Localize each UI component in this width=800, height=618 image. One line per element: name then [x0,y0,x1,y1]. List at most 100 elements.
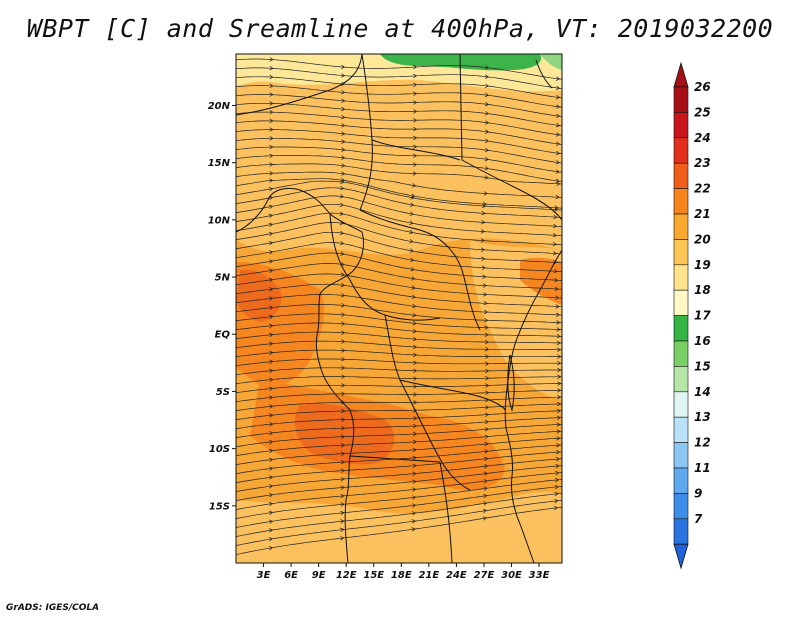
fill-west-23 [236,269,282,322]
streamline-arrow [413,423,418,429]
streamline-arrow [269,162,274,167]
streamline-arrow [554,277,559,283]
streamline-arrow [555,95,561,100]
lon-tick-label: 9E [312,570,326,581]
streamline-arrow [269,101,274,106]
streamline-arrow [484,419,489,425]
streamline-arrow [413,415,418,421]
streamline-arrow [413,144,418,150]
streamline-arrow [340,519,345,524]
streamline-arrow [341,425,346,431]
border-1 [236,54,363,116]
streamline-arrow [411,285,416,290]
streamline-arrow [268,484,274,489]
streamline-arrow [412,171,417,176]
streamline-arrow [485,354,490,359]
streamline-arrow [555,132,561,137]
streamline-arrow [269,92,274,97]
streamline-arrow [341,365,346,371]
border-4 [371,139,461,161]
streamline [236,111,562,136]
streamline-arrow [412,439,417,445]
streamline [236,499,562,546]
streamline-arrow [557,394,562,400]
streamline-arrow [485,375,490,381]
streamline-arrow [341,383,346,388]
streamline-arrow [412,455,417,461]
streamline-arrow [484,156,489,162]
streamline [236,472,562,510]
streamline-arrow [484,464,489,469]
streamline [236,120,562,145]
map-panel [236,54,562,563]
streamline-arrow [269,430,274,436]
streamline-arrow [482,283,487,288]
streamline-arrow [413,135,418,141]
streamline-arrow [554,498,559,504]
streamline-arrow [412,447,417,453]
streamline [236,178,562,209]
streamline-arrow [341,357,346,362]
streamline-arrow [411,511,417,516]
colorbar-swatch [673,213,689,240]
streamline-arrow [340,502,345,507]
fill-north-20 [236,54,562,255]
streamline-arrow [555,194,560,200]
streamline-arrow [482,516,487,521]
streamline [236,263,562,290]
streamline-arrow [553,505,559,511]
colorbar-label: 20 [694,232,711,246]
streamline-arrow [557,381,562,386]
lon-tick-label: 12E [336,570,357,581]
streamline [236,102,562,127]
streamline-arrow [341,303,346,308]
streamline-arrow [556,415,561,420]
lon-tick-label: 21E [418,570,439,581]
streamline-arrow [552,242,557,247]
streamline-arrow [482,203,487,209]
streamline-arrow [556,340,561,346]
streamline-arrow [340,536,345,541]
colorbar-label: 13 [694,410,711,424]
streamline-arrow [341,81,346,87]
streamline-arrow [341,348,346,353]
streamline-arrow [412,479,417,484]
streamline-arrow [412,303,417,309]
streamline [236,383,562,394]
streamline-arrow [269,359,274,365]
colorbar-label: 18 [694,283,711,297]
streamline-arrow [341,417,346,422]
colorbar-label: 23 [694,156,711,170]
streamline-arrow [269,171,274,176]
streamline [236,187,562,218]
coast-east-africa [504,249,562,563]
colorbar-swatch [673,518,689,545]
streamline-arrow [269,466,274,471]
streamline [236,417,562,439]
streamline-arrow [556,408,561,414]
streamline-arrow [555,456,560,462]
streamline-arrow [485,405,490,410]
colorbar-swatch [673,366,689,393]
streamline-arrow [413,73,418,79]
fill-north-16 [540,54,562,70]
streamline-arrow [483,309,489,315]
streamline-arrow [341,115,346,120]
streamline-arrow [483,471,489,476]
streamline [236,486,562,528]
streamline-arrow [268,259,274,264]
streamline-arrow [480,229,486,234]
streamline-arrow [339,211,344,216]
lat-tick-label: 15S [209,501,230,512]
streamline-arrow [557,354,562,359]
streamline-arrow [341,139,346,144]
streamline-arrow [269,386,274,391]
streamline-arrow [341,106,346,112]
streamline-arrow [269,350,274,356]
streamline-arrow [412,344,418,350]
streamline-arrow [409,257,415,263]
streamline-arrow [555,113,561,119]
streamline-arrow [268,222,274,228]
streamline-arrow [413,376,418,381]
colorbar-bottom-arrow [673,543,689,570]
